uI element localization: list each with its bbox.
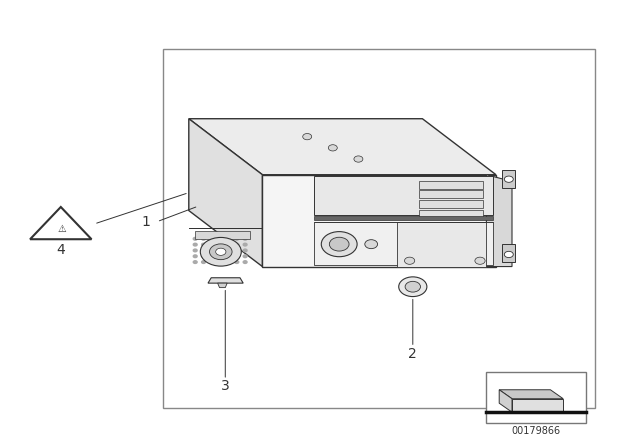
Text: 3: 3 xyxy=(221,379,230,393)
Circle shape xyxy=(209,244,232,260)
Circle shape xyxy=(404,257,415,264)
Polygon shape xyxy=(419,181,483,189)
Circle shape xyxy=(303,134,312,140)
Circle shape xyxy=(243,243,247,246)
Polygon shape xyxy=(512,399,563,412)
Polygon shape xyxy=(314,176,493,215)
Circle shape xyxy=(243,249,247,252)
Text: 00179866: 00179866 xyxy=(511,426,561,436)
Circle shape xyxy=(193,261,197,263)
Circle shape xyxy=(202,261,205,263)
Circle shape xyxy=(218,243,222,246)
Circle shape xyxy=(193,237,197,240)
Circle shape xyxy=(218,249,222,252)
Bar xyxy=(195,231,250,239)
Circle shape xyxy=(218,255,222,258)
Circle shape xyxy=(235,249,239,252)
Circle shape xyxy=(218,237,222,240)
Polygon shape xyxy=(208,278,243,283)
Circle shape xyxy=(202,255,205,258)
Circle shape xyxy=(243,261,247,263)
Circle shape xyxy=(243,237,247,240)
Circle shape xyxy=(227,249,230,252)
Circle shape xyxy=(202,243,205,246)
Polygon shape xyxy=(486,175,512,267)
Polygon shape xyxy=(397,222,486,267)
Circle shape xyxy=(227,243,230,246)
Circle shape xyxy=(475,257,485,264)
Polygon shape xyxy=(499,390,563,399)
Circle shape xyxy=(365,240,378,249)
Text: 2: 2 xyxy=(408,347,417,361)
Circle shape xyxy=(227,237,230,240)
Circle shape xyxy=(243,255,247,258)
Circle shape xyxy=(218,261,222,263)
Bar xyxy=(502,170,515,188)
Circle shape xyxy=(504,251,513,258)
Polygon shape xyxy=(499,390,512,412)
Polygon shape xyxy=(314,216,493,220)
Circle shape xyxy=(354,156,363,162)
Circle shape xyxy=(235,261,239,263)
Circle shape xyxy=(193,249,197,252)
Polygon shape xyxy=(314,222,493,265)
Circle shape xyxy=(504,176,513,182)
Circle shape xyxy=(210,261,214,263)
Circle shape xyxy=(210,255,214,258)
Circle shape xyxy=(235,243,239,246)
Bar xyxy=(486,372,586,423)
Bar xyxy=(502,244,515,262)
Polygon shape xyxy=(419,210,483,218)
Circle shape xyxy=(216,248,226,255)
Circle shape xyxy=(210,249,214,252)
Circle shape xyxy=(235,255,239,258)
Circle shape xyxy=(210,237,214,240)
Circle shape xyxy=(210,243,214,246)
Polygon shape xyxy=(218,283,227,288)
Polygon shape xyxy=(419,190,483,198)
Circle shape xyxy=(193,255,197,258)
Text: ⚠: ⚠ xyxy=(58,224,67,234)
Circle shape xyxy=(227,261,230,263)
Circle shape xyxy=(193,243,197,246)
Polygon shape xyxy=(262,175,496,267)
Text: 1: 1 xyxy=(141,215,150,229)
Circle shape xyxy=(330,237,349,251)
Polygon shape xyxy=(189,119,496,175)
Polygon shape xyxy=(189,119,262,267)
Polygon shape xyxy=(30,207,92,239)
Circle shape xyxy=(328,145,337,151)
Circle shape xyxy=(227,255,230,258)
Bar xyxy=(163,49,595,408)
Circle shape xyxy=(405,281,420,292)
Text: 4: 4 xyxy=(56,242,65,257)
Circle shape xyxy=(202,237,205,240)
Circle shape xyxy=(202,249,205,252)
Circle shape xyxy=(235,237,239,240)
Polygon shape xyxy=(419,200,483,208)
Circle shape xyxy=(200,237,241,266)
Circle shape xyxy=(399,277,427,297)
Circle shape xyxy=(321,232,357,257)
